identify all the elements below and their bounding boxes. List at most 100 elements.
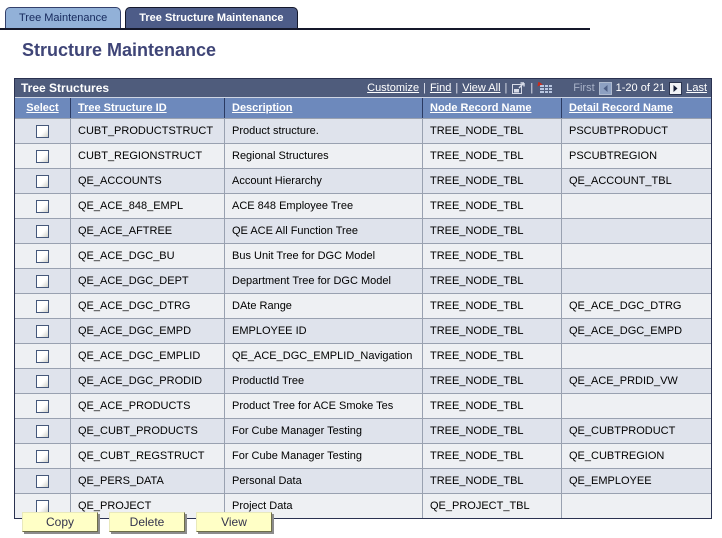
- description-cell: DAte Range: [225, 294, 423, 318]
- tree-structure-id-cell: QE_ACE_DGC_DTRG: [71, 294, 225, 318]
- row-select-checkbox[interactable]: [36, 374, 49, 388]
- detail-record-name-cell: [562, 269, 711, 293]
- find-link[interactable]: Find: [429, 82, 452, 94]
- select-cell: [15, 444, 71, 468]
- row-select-checkbox[interactable]: [36, 299, 49, 313]
- tree-structure-id-cell: QE_ACCOUNTS: [71, 169, 225, 193]
- detail-record-name-cell: QE_ACE_PRDID_VW: [569, 375, 678, 387]
- copy-button[interactable]: Copy: [22, 512, 98, 532]
- table-row: QE_ACE_DGC_EMPD EMPLOYEE ID TREE_NODE_TB…: [15, 318, 711, 343]
- table-row: QE_ACE_DGC_EMPLID QE_ACE_DGC_EMPLID_Navi…: [15, 343, 711, 368]
- tree-structure-id-cell: CUBT_PRODUCTSTRUCT: [71, 119, 225, 143]
- table-row: QE_PERS_DATA Personal Data TREE_NODE_TBL…: [15, 468, 711, 493]
- grid-pagination: First 1-20 of 21 Last: [573, 81, 707, 95]
- page-title: Structure Maintenance: [22, 40, 217, 60]
- previous-page-icon: [598, 81, 612, 95]
- row-select-checkbox[interactable]: [36, 349, 49, 363]
- detail-record-name-cell: [562, 344, 711, 368]
- row-select-checkbox[interactable]: [36, 399, 49, 413]
- column-header-detail-record-name: Detail Record Name: [562, 98, 711, 118]
- node-record-name-cell: TREE_NODE_TBL: [423, 294, 562, 318]
- node-record-name-cell: QE_PROJECT_TBL: [423, 494, 562, 518]
- column-header-tree-structure-id-link[interactable]: Tree Structure ID: [78, 102, 167, 114]
- node-record-name-cell: TREE_NODE_TBL: [423, 419, 562, 443]
- table-row: QE_CUBT_REGSTRUCT For Cube Manager Testi…: [15, 443, 711, 468]
- action-buttons: Copy Delete View: [22, 512, 272, 532]
- table-row: QE_ACE_DGC_BU Bus Unit Tree for DGC Mode…: [15, 243, 711, 268]
- column-header-detail-record-name-link[interactable]: Detail Record Name: [569, 102, 673, 114]
- column-header-select-link[interactable]: Select: [26, 102, 59, 114]
- row-select-checkbox[interactable]: [36, 449, 49, 463]
- detail-record-name-cell: [562, 244, 711, 268]
- tree-structure-id-cell: QE_ACE_DGC_BU: [71, 244, 225, 268]
- tree-structure-id-cell: QE_ACE_PRODUCTS: [71, 394, 225, 418]
- row-select-checkbox[interactable]: [36, 174, 49, 188]
- tab-tree-structure-maintenance[interactable]: Tree Structure Maintenance: [125, 7, 298, 28]
- tab-underline: [0, 28, 590, 30]
- grid-toolbar: Customize | Find | View All | |: [367, 81, 707, 95]
- description-cell: Product Tree for ACE Smoke Tes: [225, 394, 423, 418]
- node-record-name-cell: TREE_NODE_TBL: [423, 244, 562, 268]
- column-header-tree-structure-id: Tree Structure ID: [71, 98, 225, 118]
- row-select-checkbox[interactable]: [36, 424, 49, 438]
- customize-link[interactable]: Customize: [367, 82, 420, 94]
- column-header-node-record-name-link[interactable]: Node Record Name: [430, 102, 532, 114]
- row-select-checkbox[interactable]: [36, 474, 49, 488]
- row-select-checkbox[interactable]: [36, 224, 49, 238]
- description-cell: ProductId Tree: [225, 369, 423, 393]
- table-row: CUBT_REGIONSTRUCT Regional Structures TR…: [15, 143, 711, 168]
- column-header-description: Description: [225, 98, 423, 118]
- row-select-checkbox[interactable]: [36, 249, 49, 263]
- row-select-checkbox[interactable]: [36, 324, 49, 338]
- table-row: QE_ACE_PRODUCTS Product Tree for ACE Smo…: [15, 393, 711, 418]
- row-select-checkbox[interactable]: [36, 199, 49, 213]
- tree-structure-id-cell: QE_ACE_AFTREE: [71, 219, 225, 243]
- tree-structure-id-cell: QE_ACE_DGC_EMPD: [71, 319, 225, 343]
- select-cell: [15, 469, 71, 493]
- tab-tree-maintenance[interactable]: Tree Maintenance: [5, 7, 122, 28]
- description-cell: For Cube Manager Testing: [225, 419, 423, 443]
- node-record-name-cell: TREE_NODE_TBL: [423, 269, 562, 293]
- toolbar-separator: |: [455, 82, 459, 94]
- description-cell: Department Tree for DGC Model: [225, 269, 423, 293]
- description-cell: Project Data: [225, 494, 423, 518]
- select-cell: [15, 369, 71, 393]
- select-cell: [15, 394, 71, 418]
- description-cell: For Cube Manager Testing: [225, 444, 423, 468]
- last-link[interactable]: Last: [686, 82, 707, 94]
- row-select-checkbox[interactable]: [36, 274, 49, 288]
- node-record-name-cell: TREE_NODE_TBL: [423, 144, 562, 168]
- tree-structure-id-cell: QE_ACE_848_EMPL: [71, 194, 225, 218]
- select-cell: [15, 169, 71, 193]
- select-cell: [15, 194, 71, 218]
- view-all-link[interactable]: View All: [462, 82, 501, 94]
- detail-record-name-cell: [562, 394, 711, 418]
- description-cell: QE_ACE_DGC_EMPLID_Navigation: [225, 344, 423, 368]
- delete-button[interactable]: Delete: [109, 512, 185, 532]
- table-row: QE_CUBT_PRODUCTS For Cube Manager Testin…: [15, 418, 711, 443]
- table-row: QE_ACE_DGC_PRODID ProductId Tree TREE_NO…: [15, 368, 711, 393]
- tree-structure-id-cell: CUBT_REGIONSTRUCT: [71, 144, 225, 168]
- select-cell: [15, 294, 71, 318]
- description-cell: EMPLOYEE ID: [225, 319, 423, 343]
- tree-structures-grid: Tree Structures Customize | Find | View …: [14, 78, 712, 519]
- select-cell: [15, 244, 71, 268]
- row-select-checkbox[interactable]: [36, 124, 49, 138]
- row-select-checkbox[interactable]: [36, 149, 49, 163]
- node-record-name-cell: TREE_NODE_TBL: [423, 444, 562, 468]
- first-link-disabled: First: [573, 82, 595, 94]
- grid-title-bar: Tree Structures Customize | Find | View …: [15, 79, 711, 97]
- row-select-checkbox[interactable]: [36, 499, 49, 513]
- download-to-excel-grid-icon[interactable]: [537, 81, 553, 95]
- detail-record-name-cell: [562, 219, 711, 243]
- select-cell: [15, 269, 71, 293]
- tree-structure-id-cell: QE_CUBT_PRODUCTS: [71, 419, 225, 443]
- next-page-icon[interactable]: [669, 81, 683, 95]
- column-header-description-link[interactable]: Description: [232, 102, 293, 114]
- detail-record-name-cell: [562, 194, 711, 218]
- detail-record-name-cell: PSCUBTPRODUCT: [569, 125, 669, 137]
- open-in-new-window-icon[interactable]: [511, 81, 526, 95]
- node-record-name-cell: TREE_NODE_TBL: [423, 394, 562, 418]
- table-row: QE_PROJECT Project Data QE_PROJECT_TBL: [15, 493, 711, 518]
- view-button[interactable]: View: [196, 512, 272, 532]
